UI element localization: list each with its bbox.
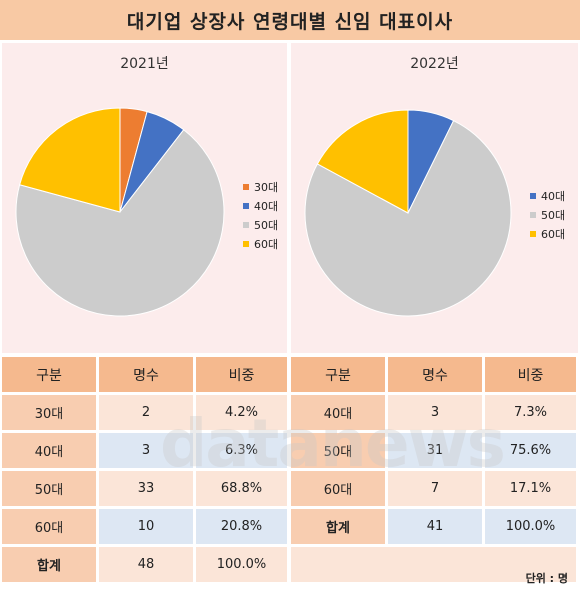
legend-swatch xyxy=(243,202,249,209)
title-bar: 대기업 상장사 연령대별 신임 대표이사 xyxy=(0,0,580,40)
legend-label: 40대 xyxy=(541,189,566,203)
table-row: 30대 2 4.2% xyxy=(2,395,287,430)
header-count: 명수 xyxy=(388,357,482,392)
total-count: 41 xyxy=(388,509,482,544)
legend-label: 50대 xyxy=(541,208,566,222)
legend-item: 60대 xyxy=(530,224,565,243)
row-share: 7.3% xyxy=(485,395,576,430)
legend-swatch xyxy=(530,230,536,237)
table-2022: 구분 명수 비중 40대 3 7.3% 50대 31 75.6% 60대 7 1… xyxy=(291,357,578,585)
legend-item: 50대 xyxy=(530,205,565,224)
row-share: 17.1% xyxy=(485,471,576,506)
legend-item: 30대 xyxy=(243,177,278,196)
row-count: 10 xyxy=(99,509,193,544)
unit-note: 단위 : 명 xyxy=(525,572,568,585)
legend-label: 40대 xyxy=(254,199,279,213)
row-share: 68.8% xyxy=(196,471,287,506)
legend-swatch xyxy=(243,221,249,228)
page-title: 대기업 상장사 연령대별 신임 대표이사 xyxy=(126,10,454,33)
total-count: 48 xyxy=(99,547,193,582)
row-label: 50대 xyxy=(291,433,385,468)
header-category: 구분 xyxy=(2,357,96,392)
table-header-row: 구분 명수 비중 xyxy=(291,357,578,392)
legend-label: 50대 xyxy=(254,218,279,232)
legend-item: 40대 xyxy=(243,196,278,215)
pie-slice-60대 xyxy=(19,107,121,213)
legend-swatch xyxy=(243,240,249,247)
row-share: 6.3% xyxy=(196,433,287,468)
legend-swatch xyxy=(243,183,249,190)
chart-title-2021: 2021년 xyxy=(120,56,169,72)
legend-swatch xyxy=(530,192,536,199)
row-label: 60대 xyxy=(2,509,96,544)
pie-chart-2021 xyxy=(15,107,225,317)
row-count: 3 xyxy=(388,395,482,430)
header-share: 비중 xyxy=(485,357,576,392)
legend-2021: 30대 40대 50대 60대 xyxy=(243,177,278,253)
row-count: 31 xyxy=(388,433,482,468)
header-share: 비중 xyxy=(196,357,287,392)
legend-item: 50대 xyxy=(243,215,278,234)
row-label: 60대 xyxy=(291,471,385,506)
legend-label: 60대 xyxy=(254,237,279,251)
header-count: 명수 xyxy=(99,357,193,392)
row-count: 33 xyxy=(99,471,193,506)
chart-title-2022: 2022년 xyxy=(410,56,459,72)
row-count: 7 xyxy=(388,471,482,506)
empty-block xyxy=(291,547,576,582)
table-total-row: 합계 48 100.0% xyxy=(2,547,287,582)
legend-item: 60대 xyxy=(243,234,278,253)
total-label: 합계 xyxy=(291,509,385,544)
chart-panel-2022: 2022년 40대 50대 60대 xyxy=(291,43,578,353)
header-category: 구분 xyxy=(291,357,385,392)
pie-chart-2022 xyxy=(304,109,512,317)
total-label: 합계 xyxy=(2,547,96,582)
table-total-row: 합계 41 100.0% xyxy=(291,509,578,544)
table-row: 40대 3 7.3% xyxy=(291,395,578,430)
pie-slice-50대 xyxy=(15,129,225,317)
table-row: 40대 3 6.3% xyxy=(2,433,287,468)
total-share: 100.0% xyxy=(196,547,287,582)
pie-slice-60대 xyxy=(316,109,409,214)
row-label: 40대 xyxy=(2,433,96,468)
row-share: 75.6% xyxy=(485,433,576,468)
table-2021: 구분 명수 비중 30대 2 4.2% 40대 3 6.3% 50대 33 68… xyxy=(2,357,287,585)
legend-label: 30대 xyxy=(254,180,279,194)
row-share: 20.8% xyxy=(196,509,287,544)
row-label: 40대 xyxy=(291,395,385,430)
row-label: 30대 xyxy=(2,395,96,430)
legend-2022: 40대 50대 60대 xyxy=(530,186,565,243)
table-row: 50대 31 75.6% xyxy=(291,433,578,468)
table-row: 60대 7 17.1% xyxy=(291,471,578,506)
row-count: 3 xyxy=(99,433,193,468)
row-share: 4.2% xyxy=(196,395,287,430)
legend-swatch xyxy=(530,211,536,218)
legend-item: 40대 xyxy=(530,186,565,205)
row-count: 2 xyxy=(99,395,193,430)
total-share: 100.0% xyxy=(485,509,576,544)
row-label: 50대 xyxy=(2,471,96,506)
legend-label: 60대 xyxy=(541,227,566,241)
table-header-row: 구분 명수 비중 xyxy=(2,357,287,392)
table-row: 60대 10 20.8% xyxy=(2,509,287,544)
pie-slice-50대 xyxy=(304,119,512,317)
table-row: 50대 33 68.8% xyxy=(2,471,287,506)
chart-panel-2021: 2021년 30대 40대 50대 60대 xyxy=(2,43,287,353)
